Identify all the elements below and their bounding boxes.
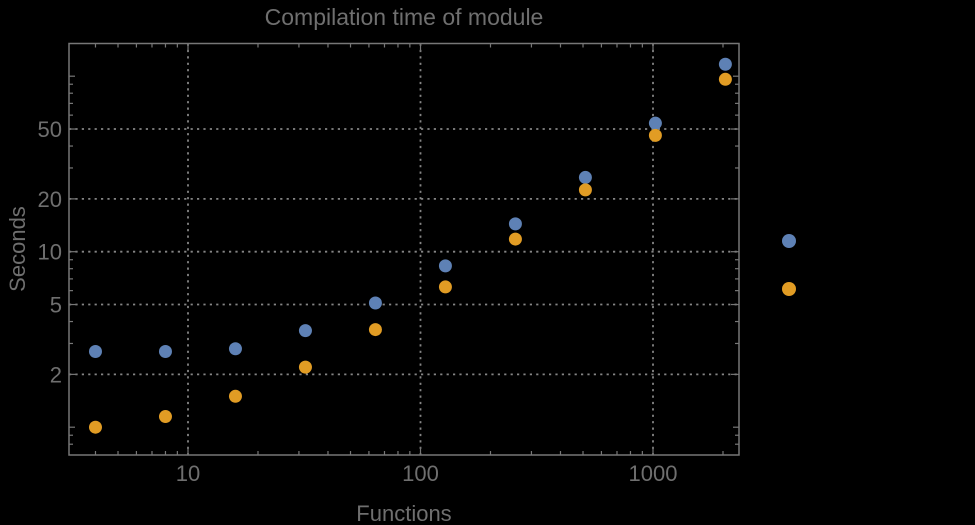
legend-markers — [782, 234, 796, 296]
y-tick-label: 20 — [38, 187, 62, 212]
data-point-series-1 — [368, 296, 382, 310]
data-points — [88, 57, 732, 434]
data-point-series-1 — [438, 259, 452, 273]
data-point-series-1 — [578, 170, 592, 184]
plot-frame — [68, 42, 740, 456]
x-axis-label: Functions — [356, 501, 451, 525]
x-tick-label: 100 — [402, 461, 439, 486]
data-point-series-1 — [88, 344, 102, 358]
data-point-series-2 — [368, 323, 382, 337]
axis-ticks — [69, 43, 739, 455]
data-point-series-1 — [228, 342, 242, 356]
data-point-series-1 — [298, 324, 312, 338]
y-tick-label: 2 — [50, 362, 62, 387]
tick-labels: 10 100 1000 2 5 10 20 50 — [38, 117, 678, 486]
data-point-series-1 — [718, 57, 732, 71]
data-point-series-2 — [508, 232, 522, 246]
data-point-series-2 — [298, 360, 312, 374]
data-point-series-2 — [648, 128, 662, 142]
data-point-series-1 — [648, 116, 662, 130]
data-point-series-2 — [718, 72, 732, 86]
data-point-series-2 — [438, 280, 452, 294]
data-point-series-1 — [158, 344, 172, 358]
legend-marker-series-2 — [782, 282, 796, 296]
x-tick-label: 10 — [176, 461, 200, 486]
legend-marker-series-1 — [782, 234, 796, 248]
y-tick-label: 50 — [38, 117, 62, 142]
y-tick-label: 5 — [50, 293, 62, 318]
chart-title: Compilation time of module — [265, 4, 544, 30]
data-point-series-2 — [228, 389, 242, 403]
data-point-series-2 — [88, 420, 102, 434]
data-point-series-2 — [578, 183, 592, 197]
y-axis-label: Seconds — [5, 206, 30, 292]
data-point-series-1 — [508, 217, 522, 231]
gridlines — [69, 43, 739, 455]
data-point-series-2 — [158, 410, 172, 424]
x-tick-label: 1000 — [629, 461, 678, 486]
y-tick-label: 10 — [38, 240, 62, 265]
